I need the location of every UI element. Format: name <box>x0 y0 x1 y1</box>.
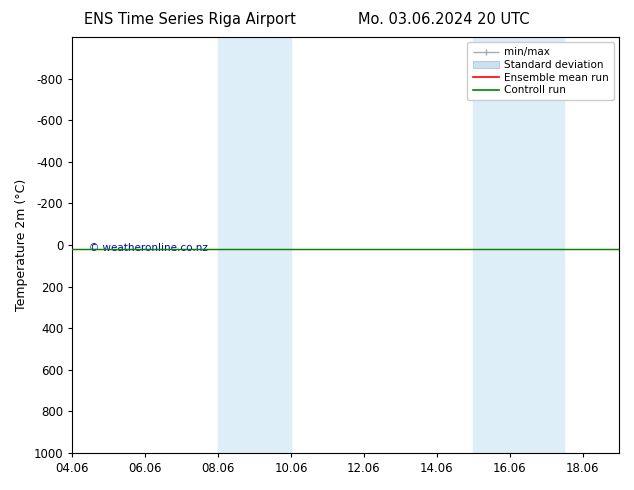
Bar <box>473 37 564 453</box>
Legend: min/max, Standard deviation, Ensemble mean run, Controll run: min/max, Standard deviation, Ensemble me… <box>467 42 614 100</box>
Y-axis label: Temperature 2m (°C): Temperature 2m (°C) <box>15 179 28 311</box>
Text: ENS Time Series Riga Airport: ENS Time Series Riga Airport <box>84 12 296 27</box>
Text: Mo. 03.06.2024 20 UTC: Mo. 03.06.2024 20 UTC <box>358 12 529 27</box>
Bar <box>218 37 291 453</box>
Text: © weatheronline.co.nz: © weatheronline.co.nz <box>89 243 207 253</box>
